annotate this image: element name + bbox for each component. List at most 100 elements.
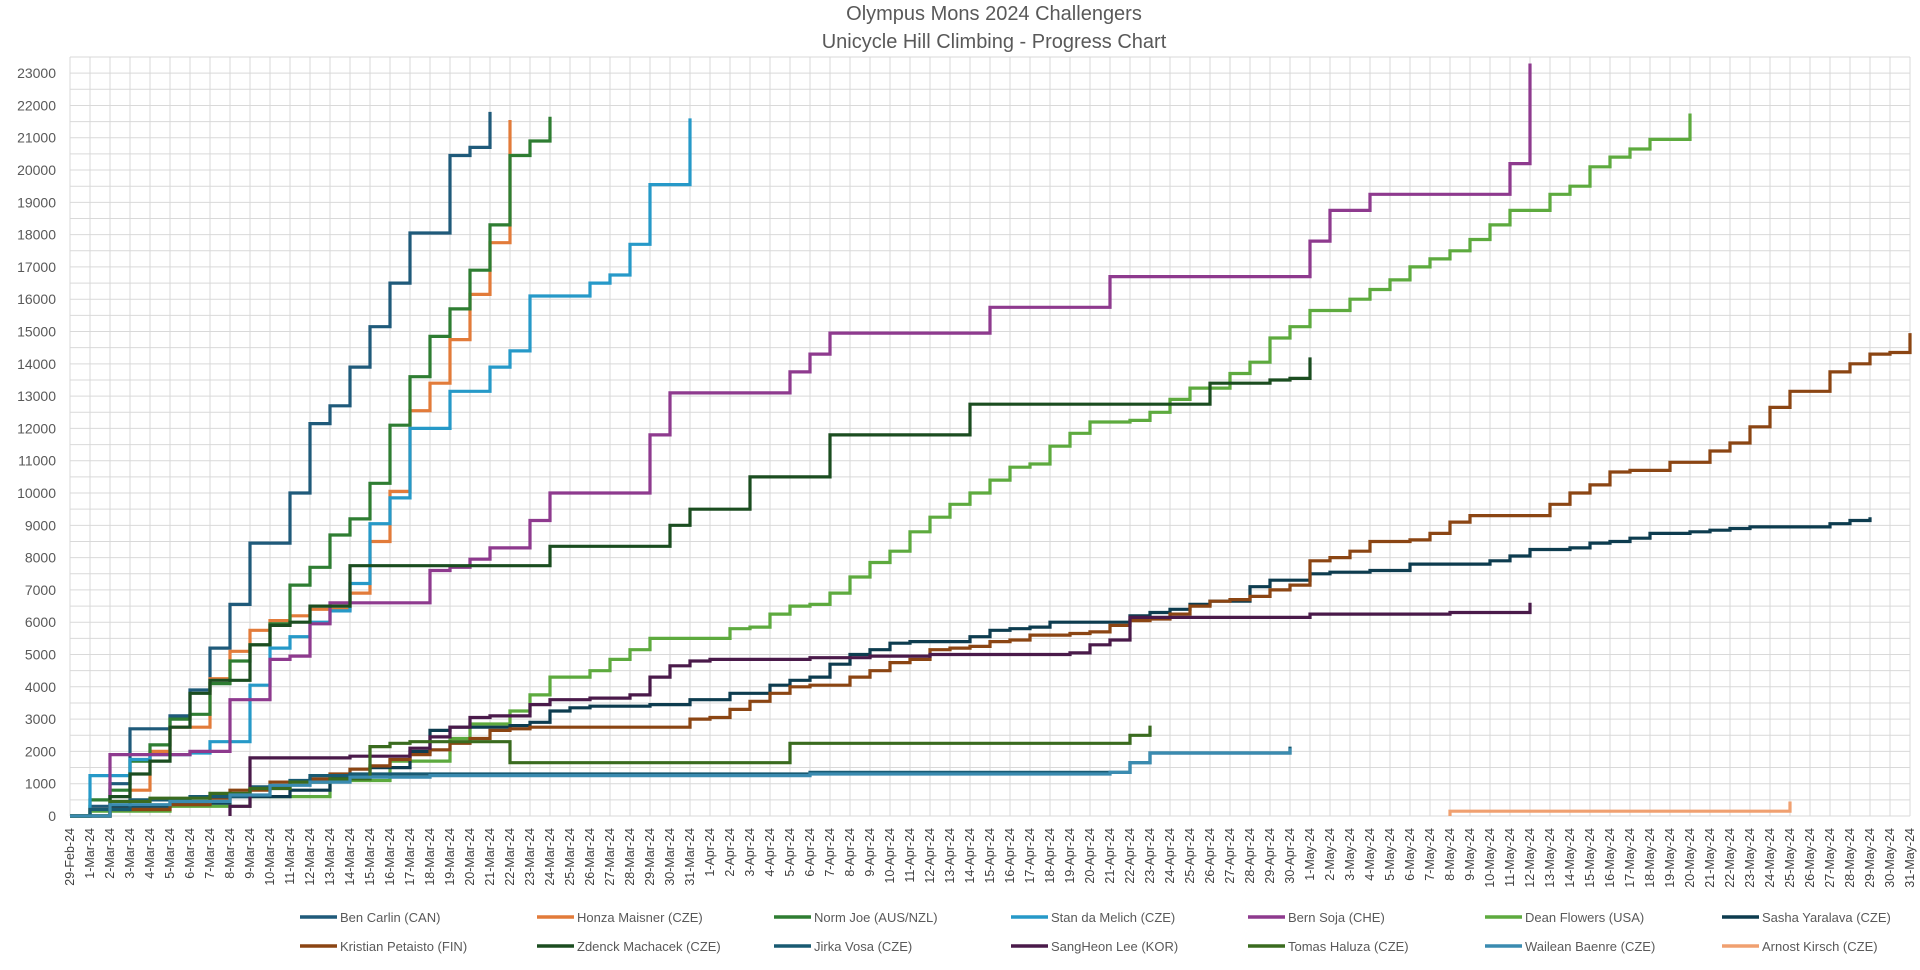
x-tick-label: 16-Apr-24: [1003, 828, 1017, 884]
x-tick-label: 15-Mar-24: [363, 828, 377, 886]
x-tick-label: 7-May-24: [1423, 828, 1437, 881]
x-tick-label: 11-Apr-24: [903, 828, 917, 883]
series-line: [70, 333, 1912, 818]
y-tick-label: 4000: [25, 679, 56, 695]
legend-label: Dean Flowers (USA): [1525, 910, 1644, 925]
x-tick-label: 9-Apr-24: [863, 828, 877, 877]
legend: Ben Carlin (CAN) Honza Maisner (CZE) Norm …: [300, 910, 1891, 954]
x-tick-label: 28-May-24: [1843, 828, 1857, 888]
x-tick-label: 23-Mar-24: [523, 828, 537, 886]
series-line: [70, 113, 1692, 818]
x-tick-label: 25-Apr-24: [1183, 828, 1197, 884]
x-tick-label: 1-May-24: [1303, 828, 1317, 881]
legend-label: Bern Soja (CHE): [1288, 910, 1385, 925]
series-line: [1448, 801, 1792, 816]
x-tick-label: 4-May-24: [1363, 828, 1377, 881]
y-tick-label: 14000: [17, 356, 56, 372]
legend-label: Stan da Melich (CZE): [1051, 910, 1175, 925]
x-tick-label: 12-Mar-24: [303, 828, 317, 886]
x-tick-label: 19-Apr-24: [1063, 828, 1077, 884]
y-tick-label: 5000: [25, 647, 56, 663]
series-line: [70, 111, 492, 818]
x-tick-label: 29-May-24: [1863, 828, 1877, 888]
legend-label: Norm Joe (AUS/NZL): [814, 910, 938, 925]
x-tick-label: 1-Mar-24: [83, 828, 97, 879]
x-tick-label: 21-Mar-24: [483, 828, 497, 886]
x-tick-label: 27-Mar-24: [603, 828, 617, 886]
x-tick-label: 26-Apr-24: [1203, 828, 1217, 884]
x-tick-label: 15-May-24: [1583, 828, 1597, 888]
y-tick-label: 1000: [25, 776, 56, 792]
x-tick-label: 27-Apr-24: [1223, 828, 1237, 884]
grid-lines: [69, 56, 1911, 817]
x-tick-label: 11-May-24: [1503, 828, 1517, 887]
x-tick-label: 11-Mar-24: [283, 828, 297, 885]
x-tick-label: 16-Mar-24: [383, 828, 397, 886]
x-tick-label: 7-Mar-24: [203, 828, 217, 879]
x-tick-label: 14-May-24: [1563, 828, 1577, 888]
y-tick-label: 2000: [25, 743, 56, 759]
x-tick-label: 17-Apr-24: [1023, 828, 1037, 884]
y-tick-label: 13000: [17, 388, 56, 404]
legend-label: SangHeon Lee (KOR): [1051, 939, 1178, 954]
x-tick-label: 24-May-24: [1763, 828, 1777, 888]
x-tick-label: 20-May-24: [1683, 828, 1697, 888]
x-tick-label: 17-Mar-24: [403, 828, 417, 886]
x-tick-label: 14-Apr-24: [963, 828, 977, 884]
x-tick-label: 8-May-24: [1443, 828, 1457, 881]
x-tick-label: 31-May-24: [1903, 828, 1917, 888]
y-tick-label: 6000: [25, 614, 56, 630]
x-tick-label: 25-May-24: [1783, 828, 1797, 888]
y-tick-label: 0: [48, 808, 56, 824]
x-tick-label: 2-Apr-24: [723, 828, 737, 877]
legend-label: Kristian Petaisto (FIN): [340, 939, 467, 954]
x-axis-ticks: 29-Feb-24 1-Mar-24 2-Mar-24 3-Mar-24 4-Mar-2…: [63, 828, 1917, 888]
x-tick-label: 28-Apr-24: [1243, 828, 1257, 884]
x-tick-label: 8-Apr-24: [843, 828, 857, 877]
x-tick-label: 2-Mar-24: [103, 828, 117, 879]
x-tick-label: 6-Mar-24: [183, 828, 197, 879]
series-line: [228, 602, 1532, 816]
y-tick-label: 3000: [25, 711, 56, 727]
y-tick-label: 8000: [25, 550, 56, 566]
y-axis-ticks: 0 1000 2000 3000 4000 5000 6000 7000 8000 9000 100…: [17, 65, 56, 824]
x-tick-label: 8-Mar-24: [223, 828, 237, 879]
x-tick-label: 4-Apr-24: [763, 828, 777, 877]
x-tick-label: 5-Apr-24: [783, 828, 797, 877]
x-tick-label: 19-Mar-24: [443, 828, 457, 886]
y-tick-label: 9000: [25, 517, 56, 533]
x-tick-label: 18-Mar-24: [423, 828, 437, 886]
x-tick-label: 12-Apr-24: [923, 828, 937, 884]
x-tick-label: 12-May-24: [1523, 828, 1537, 888]
x-tick-label: 26-Mar-24: [583, 828, 597, 886]
legend-label: Tomas Haluza (CZE): [1288, 939, 1409, 954]
chart-title: Olympus Mons 2024 Challengers: [846, 3, 1142, 25]
x-tick-label: 22-Apr-24: [1123, 828, 1137, 884]
x-tick-label: 23-May-24: [1743, 828, 1757, 888]
y-tick-label: 10000: [17, 485, 56, 501]
x-tick-label: 27-May-24: [1823, 828, 1837, 888]
series-line: [70, 357, 1312, 818]
x-tick-label: 22-May-24: [1723, 828, 1737, 888]
x-tick-label: 6-May-24: [1403, 828, 1417, 881]
y-tick-label: 22000: [17, 97, 56, 113]
series-line: [70, 63, 1532, 818]
x-tick-label: 28-Mar-24: [623, 828, 637, 886]
legend-label: Jirka Vosa (CZE): [814, 939, 912, 954]
y-tick-label: 18000: [17, 227, 56, 243]
x-tick-label: 29-Mar-24: [643, 828, 657, 886]
series-line: [70, 517, 1872, 818]
x-tick-label: 29-Feb-24: [63, 828, 77, 886]
x-tick-label: 6-Apr-24: [803, 828, 817, 877]
y-tick-label: 21000: [17, 130, 56, 146]
x-tick-label: 29-Apr-24: [1263, 828, 1277, 884]
x-tick-label: 17-May-24: [1623, 828, 1637, 888]
chart-subtitle: Unicycle Hill Climbing - Progress Chart: [822, 31, 1167, 53]
x-tick-label: 18-May-24: [1643, 828, 1657, 888]
x-tick-label: 9-Mar-24: [243, 828, 257, 879]
x-tick-label: 5-Mar-24: [163, 828, 177, 879]
x-tick-label: 21-Apr-24: [1103, 828, 1117, 884]
x-tick-label: 24-Mar-24: [543, 828, 557, 886]
